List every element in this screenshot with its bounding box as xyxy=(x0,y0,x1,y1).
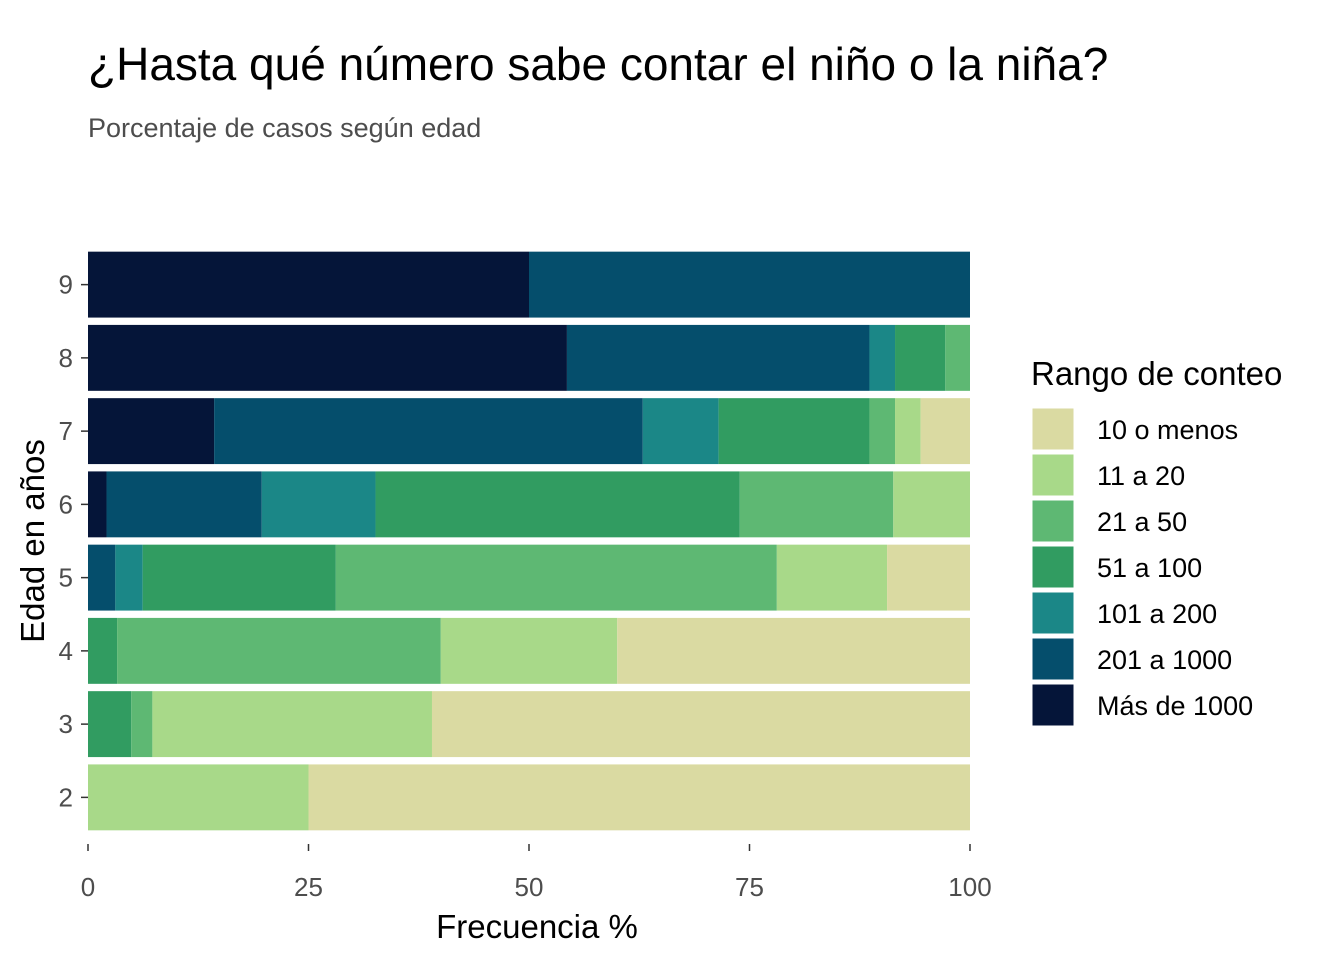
legend-swatch xyxy=(1031,407,1075,451)
bar-segment-age-5-series-4 xyxy=(335,544,777,611)
bar-segment-age-5-series-6 xyxy=(887,544,970,611)
bar-segment-age-8-series-2 xyxy=(869,324,896,391)
x-axis: 0 25 50 75 100 xyxy=(81,844,992,902)
y-tick-label: 2 xyxy=(59,782,73,812)
bar-segment-age-9-series-0 xyxy=(88,251,529,318)
chart-subtitle: Porcentaje de casos según edad xyxy=(88,113,481,143)
x-tick-label: 100 xyxy=(948,872,991,902)
bar-segment-age-5-series-1 xyxy=(88,544,116,611)
legend-label: 201 a 1000 xyxy=(1097,645,1232,675)
bar-segment-age-4-series-5 xyxy=(440,617,618,684)
legend-label: 11 a 20 xyxy=(1097,461,1185,491)
bar-segment-age-8-series-3 xyxy=(895,324,946,391)
legend-swatch xyxy=(1031,591,1075,635)
bar-segment-age-7-series-3 xyxy=(718,398,870,465)
bar-segment-age-8-series-0 xyxy=(88,324,567,391)
legend-label: 10 o menos xyxy=(1097,415,1238,445)
chart-title: ¿Hasta qué número sabe contar el niño o … xyxy=(88,38,1108,90)
legend-swatch xyxy=(1031,499,1075,543)
legend-label: 51 a 100 xyxy=(1097,553,1202,583)
bar-segment-age-6-series-3 xyxy=(375,471,740,538)
bar-segment-age-7-series-2 xyxy=(642,398,719,465)
bar-segment-age-2-series-5 xyxy=(88,764,309,831)
bar-segment-age-4-series-6 xyxy=(617,617,970,684)
x-axis-title: Frecuencia % xyxy=(436,908,638,945)
legend-swatch xyxy=(1031,683,1075,727)
legend: Rango de conteo 10 o menos 11 a 20 21 a 50… xyxy=(1031,355,1282,727)
legend-label: Más de 1000 xyxy=(1097,691,1253,721)
bar-segment-age-5-series-5 xyxy=(776,544,888,611)
bar-segment-age-6-series-0 xyxy=(88,471,107,538)
y-tick-label: 8 xyxy=(59,343,73,373)
bar-segment-age-5-series-3 xyxy=(142,544,336,611)
bar-segment-age-4-series-4 xyxy=(117,617,441,684)
y-tick-label: 3 xyxy=(59,709,73,739)
x-tick-label: 75 xyxy=(735,872,764,902)
bar-segment-age-6-series-1 xyxy=(106,471,262,538)
x-tick-label: 50 xyxy=(515,872,544,902)
bar-segment-age-6-series-4 xyxy=(739,471,894,538)
bar-segment-age-5-series-2 xyxy=(115,544,143,611)
legend-label: 21 a 50 xyxy=(1097,507,1187,537)
bar-segment-age-3-series-5 xyxy=(152,691,432,758)
y-tick-label: 6 xyxy=(59,489,73,519)
bar-segment-age-3-series-3 xyxy=(88,691,132,758)
bar-segment-age-6-series-5 xyxy=(893,471,970,538)
x-tick-label: 25 xyxy=(294,872,323,902)
y-axis-title: Edad en años xyxy=(14,439,51,643)
legend-swatch xyxy=(1031,453,1075,497)
bars-group xyxy=(88,251,971,831)
bar-segment-age-8-series-1 xyxy=(566,324,870,391)
y-tick-label: 4 xyxy=(59,636,73,666)
bar-segment-age-7-series-4 xyxy=(869,398,896,465)
legend-label: 101 a 200 xyxy=(1097,599,1217,629)
y-axis: 2 3 4 5 6 7 8 9 xyxy=(59,270,88,812)
x-tick-label: 0 xyxy=(81,872,95,902)
bar-segment-age-8-series-4 xyxy=(945,324,970,391)
bar-segment-age-3-series-6 xyxy=(431,691,971,758)
bar-segment-age-9-series-1 xyxy=(529,251,970,318)
bar-segment-age-2-series-6 xyxy=(308,764,970,831)
y-tick-label: 5 xyxy=(59,563,73,593)
bar-segment-age-7-series-5 xyxy=(895,398,921,465)
bar-segment-age-3-series-4 xyxy=(131,691,153,758)
y-tick-label: 7 xyxy=(59,416,73,446)
bar-segment-age-4-series-3 xyxy=(88,617,118,684)
legend-swatch xyxy=(1031,637,1075,681)
bar-segment-age-7-series-1 xyxy=(214,398,643,465)
y-tick-label: 9 xyxy=(59,270,73,300)
legend-title: Rango de conteo xyxy=(1031,355,1282,392)
bar-segment-age-6-series-2 xyxy=(261,471,376,538)
legend-swatch xyxy=(1031,545,1075,589)
bar-segment-age-7-series-6 xyxy=(920,398,970,465)
bar-segment-age-7-series-0 xyxy=(88,398,215,465)
